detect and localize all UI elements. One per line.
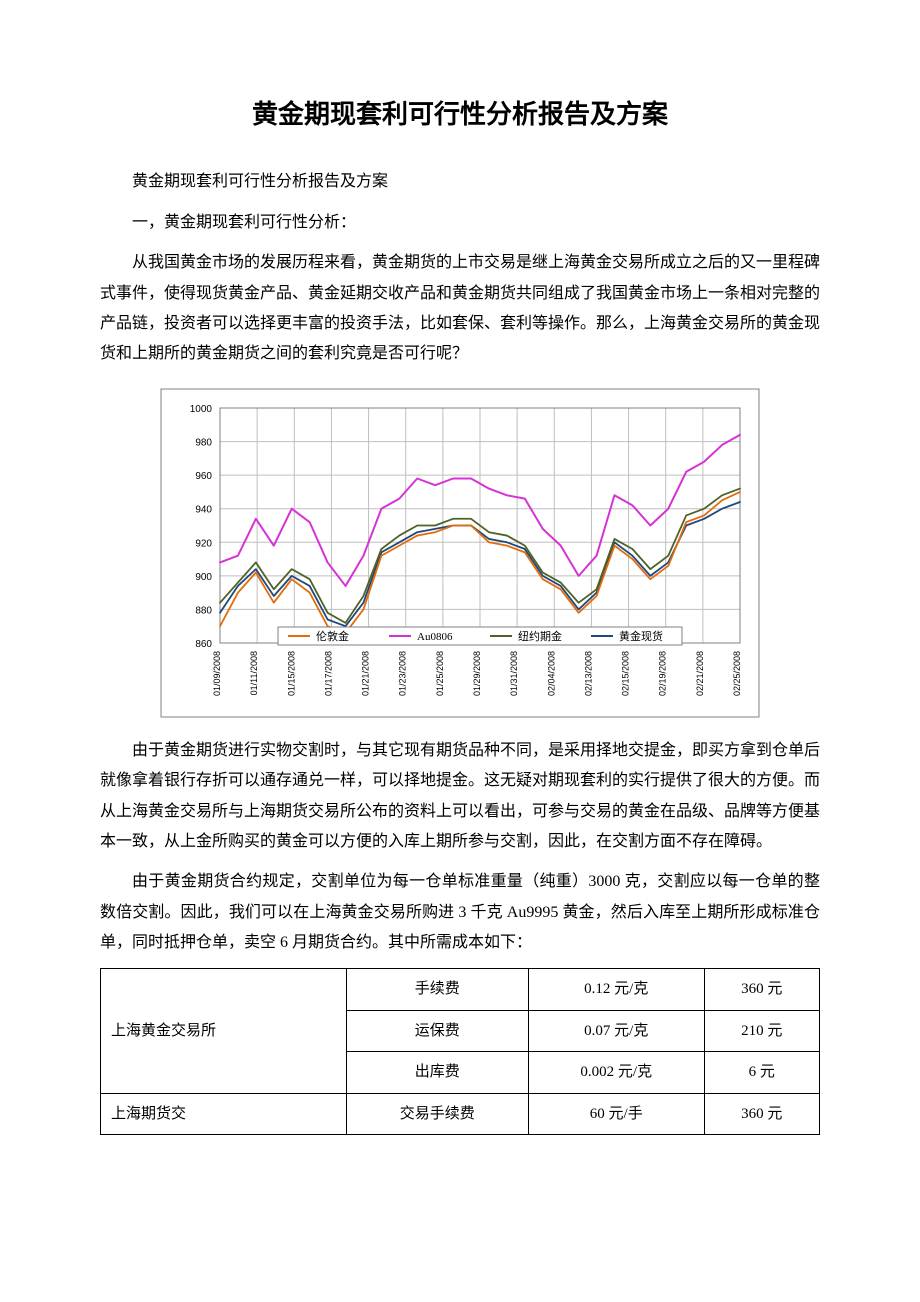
svg-text:01/31/2008: 01/31/2008 (509, 651, 519, 696)
cost-group-cell: 上海黄金交易所 (101, 969, 347, 1094)
cost-cell-fee: 出库费 (346, 1052, 528, 1094)
svg-text:02/13/2008: 02/13/2008 (583, 651, 593, 696)
price-chart-svg: 860 880 900 920 940 960 980 1000 01/09/2008 01/11… (160, 388, 760, 718)
svg-text:900: 900 (195, 572, 212, 583)
table-row: 上海黄金交易所手续费0.12 元/克360 元 (101, 969, 820, 1011)
svg-text:02/15/2008: 02/15/2008 (621, 651, 631, 696)
page-title: 黄金期现套利可行性分析报告及方案 (100, 90, 820, 139)
svg-text:01/23/2008: 01/23/2008 (398, 651, 408, 696)
intro-line: 黄金期现套利可行性分析报告及方案 (100, 167, 820, 197)
svg-text:01/29/2008: 01/29/2008 (472, 651, 482, 696)
cost-cell-amount: 6 元 (704, 1052, 819, 1094)
paragraph-4: 由于黄金期货进行实物交割时，与其它现有期货品种不同，是采用择地交提金，即买方拿到… (100, 736, 820, 858)
svg-text:01/25/2008: 01/25/2008 (435, 651, 445, 696)
svg-text:01/11/2008: 01/11/2008 (249, 651, 259, 695)
svg-text:940: 940 (195, 504, 212, 515)
svg-text:纽约期金: 纽约期金 (518, 629, 562, 643)
cost-cell-amount: 210 元 (704, 1010, 819, 1052)
svg-text:01/09/2008: 01/09/2008 (212, 651, 222, 696)
svg-text:880: 880 (195, 605, 212, 616)
paragraph-3: 从我国黄金市场的发展历程来看，黄金期货的上市交易是继上海黄金交易所成立之后的又一… (100, 248, 820, 370)
svg-text:980: 980 (195, 437, 212, 448)
svg-text:1000: 1000 (190, 404, 213, 415)
cost-cell-amount: 360 元 (704, 969, 819, 1011)
cost-cell-rate: 0.12 元/克 (528, 969, 704, 1011)
svg-text:02/04/2008: 02/04/2008 (546, 651, 556, 696)
svg-text:Au0806: Au0806 (417, 631, 453, 643)
svg-text:860: 860 (195, 639, 212, 650)
cost-cell-fee: 手续费 (346, 969, 528, 1011)
cost-cell-rate: 60 元/手 (528, 1093, 704, 1135)
table-row: 上海期货交交易手续费60 元/手360 元 (101, 1093, 820, 1135)
svg-text:02/25/2008: 02/25/2008 (732, 651, 742, 696)
cost-cell-amount: 360 元 (704, 1093, 819, 1135)
svg-text:01/17/2008: 01/17/2008 (323, 651, 333, 696)
svg-text:01/21/2008: 01/21/2008 (361, 651, 371, 696)
svg-text:02/19/2008: 02/19/2008 (658, 651, 668, 696)
paragraph-5: 由于黄金期货合约规定，交割单位为每一仓单标准重量（纯重）3000 克，交割应以每… (100, 867, 820, 958)
section-heading-1: 一，黄金期现套利可行性分析： (100, 208, 820, 238)
svg-text:黄金现货: 黄金现货 (619, 629, 663, 643)
cost-cell-fee: 交易手续费 (346, 1093, 528, 1135)
cost-cell-rate: 0.002 元/克 (528, 1052, 704, 1094)
svg-text:920: 920 (195, 538, 212, 549)
cost-group-cell: 上海期货交 (101, 1093, 347, 1135)
cost-cell-fee: 运保费 (346, 1010, 528, 1052)
cost-cell-rate: 0.07 元/克 (528, 1010, 704, 1052)
cost-table: 上海黄金交易所手续费0.12 元/克360 元运保费0.07 元/克210 元出… (100, 968, 820, 1135)
svg-text:01/15/2008: 01/15/2008 (286, 651, 296, 696)
svg-text:伦敦金: 伦敦金 (316, 629, 349, 643)
svg-text:960: 960 (195, 471, 212, 482)
svg-text:02/21/2008: 02/21/2008 (695, 651, 705, 696)
price-chart: 860 880 900 920 940 960 980 1000 01/09/2008 01/11… (100, 388, 820, 718)
